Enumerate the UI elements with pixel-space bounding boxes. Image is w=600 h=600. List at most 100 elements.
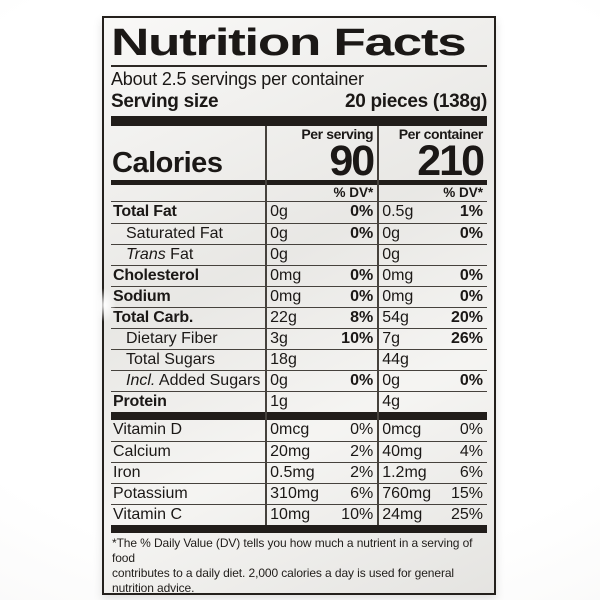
dv-per-container: 1%	[459, 203, 483, 220]
nutrient-row: Incl. Added Sugars 0g 0% 0g 0%	[111, 370, 487, 391]
amount-per-serving: 0g	[270, 246, 288, 263]
calories-per-container-value: 210	[417, 137, 485, 185]
amount-per-serving: 0mg	[270, 288, 302, 305]
nutrient-row: Dietary Fiber 3g 10% 7g 26%	[111, 328, 487, 349]
nutrient-row: Saturated Fat 0g 0% 0g 0%	[111, 223, 487, 244]
dv-per-container: 20%	[450, 309, 483, 326]
nutrition-facts-label: Nutrition Facts About 2.5 servings per c…	[102, 16, 496, 595]
amount-per-serving: 0mcg	[270, 421, 310, 438]
nutrient-name: Total Fat	[113, 203, 177, 220]
amount-per-serving: 310mg	[270, 485, 320, 502]
dv-per-container: 0%	[459, 372, 483, 389]
amount-per-container: 760mg	[382, 485, 432, 502]
nutrient-row: Trans Fat 0g 0g	[111, 244, 487, 265]
nutrient-name: Vitamin C	[113, 506, 183, 523]
amount-per-container: 0mcg	[382, 421, 422, 438]
label-title-row: Nutrition Facts	[111, 23, 487, 65]
nutrition-columns-region: Calories Per serving 90 Per container 21…	[111, 126, 487, 525]
column-divider-2	[377, 126, 379, 525]
amount-per-container: 0mg	[382, 267, 414, 284]
amount-per-container: 7g	[382, 330, 400, 347]
amount-per-serving: 3g	[270, 330, 288, 347]
dv-per-serving: 10%	[341, 506, 374, 523]
dv-per-serving: 10%	[341, 330, 374, 347]
serving-size-label: Serving size	[111, 91, 219, 112]
amount-per-serving: 0g	[270, 225, 288, 242]
dv-per-container: 26%	[450, 330, 483, 347]
calories-underbar	[111, 180, 487, 185]
nutrient-row: Protein 1g 4g	[111, 391, 487, 412]
nutrient-name: Cholesterol	[113, 267, 199, 284]
vitamin-row: Potassium 310mg 6% 760mg 15%	[111, 483, 487, 504]
dv-per-serving: 8%	[350, 309, 374, 326]
nutrient-name: Iron	[113, 464, 141, 481]
nutrient-name: Vitamin D	[113, 421, 183, 438]
vitamin-row: Vitamin C 10mg 10% 24mg 25%	[111, 504, 487, 525]
dv-per-serving: 0%	[350, 267, 374, 284]
amount-per-container: 0mg	[382, 288, 414, 305]
footnote-divider-bar	[111, 525, 487, 533]
dv-per-serving: 0%	[350, 225, 374, 242]
vitamin-row: Vitamin D 0mcg 0% 0mcg 0%	[111, 420, 487, 441]
header-divider-bar	[111, 116, 487, 126]
dv-per-serving: 0%	[350, 372, 374, 389]
nutrient-name: Saturated Fat	[126, 225, 223, 242]
main-nutrient-rows: Total Fat 0g 0% 0.5g 1% Saturated Fat 0g 0% 0g 0%…	[111, 202, 487, 412]
amount-per-container: 24mg	[382, 506, 423, 523]
nutrient-name: Dietary Fiber	[126, 330, 218, 347]
amount-per-serving: 18g	[270, 351, 297, 368]
amount-per-container: 1.2mg	[382, 464, 427, 481]
dv-per-container: 0%	[459, 421, 483, 438]
label-title: Nutrition Facts	[111, 22, 467, 64]
dv-header-row: % DV* % DV*	[111, 185, 487, 202]
amount-per-serving: 0.5mg	[270, 464, 315, 481]
amount-per-container: 0.5g	[382, 203, 414, 220]
per-serving-header: Per serving	[301, 126, 374, 142]
nutrient-name: Incl. Added Sugars	[126, 372, 261, 389]
dv-per-serving: 2%	[350, 464, 374, 481]
amount-per-container: 4g	[382, 393, 400, 410]
amount-per-serving: 0g	[270, 203, 288, 220]
calories-per-serving-value: 90	[329, 137, 375, 185]
nutrient-row: Total Fat 0g 0% 0.5g 1%	[111, 202, 487, 223]
dv-per-serving: 0%	[350, 203, 374, 220]
amount-per-serving: 20mg	[270, 443, 311, 460]
amount-per-container: 54g	[382, 309, 409, 326]
amount-per-serving: 0mg	[270, 267, 302, 284]
calories-label: Calories	[112, 147, 223, 179]
dv-per-serving: 0%	[350, 288, 374, 305]
dv-per-container: 4%	[459, 443, 483, 460]
nutrient-name: Calcium	[113, 443, 171, 460]
nutrient-name: Trans Fat	[126, 246, 194, 263]
amount-per-container: 0g	[382, 225, 400, 242]
nutrient-row: Total Sugars 18g 44g	[111, 349, 487, 370]
nutrient-name: Sodium	[113, 288, 171, 305]
serving-size-row: Serving size 20 pieces (138g)	[111, 90, 487, 113]
footnote-line-1: *The % Daily Value (DV) tells you how mu…	[112, 536, 473, 565]
nutrient-row: Total Carb. 22g 8% 54g 20%	[111, 307, 487, 328]
vitamin-row: Iron 0.5mg 2% 1.2mg 6%	[111, 462, 487, 483]
dv-per-serving: 6%	[350, 485, 374, 502]
dv-per-container: 6%	[459, 464, 483, 481]
dv-header-per-container: % DV*	[443, 185, 483, 200]
dv-header-per-serving: % DV*	[333, 185, 374, 200]
amount-per-container: 0g	[382, 372, 400, 389]
vitamin-row: Calcium 20mg 2% 40mg 4%	[111, 441, 487, 462]
amount-per-container: 40mg	[382, 443, 423, 460]
dv-per-container: 15%	[450, 485, 483, 502]
per-container-header: Per container	[398, 126, 484, 142]
amount-per-serving: 22g	[270, 309, 297, 326]
dv-per-container: 0%	[459, 288, 483, 305]
title-rule	[111, 65, 487, 67]
dv-per-container: 0%	[459, 225, 483, 242]
vitamin-mineral-rows: Vitamin D 0mcg 0% 0mcg 0% Calcium 20mg 2% 40mg 4%…	[111, 420, 487, 525]
nutrient-row: Cholesterol 0mg 0% 0mg 0%	[111, 265, 487, 286]
nutrient-name: Total Sugars	[126, 351, 215, 368]
column-divider-1	[265, 126, 267, 525]
dv-per-container: 25%	[450, 506, 483, 523]
footnote: *The % Daily Value (DV) tells you how mu…	[111, 533, 487, 593]
servings-per-container: About 2.5 servings per container	[111, 69, 364, 89]
nutrient-name: Protein	[113, 393, 167, 410]
nutrient-name: Potassium	[113, 485, 188, 502]
